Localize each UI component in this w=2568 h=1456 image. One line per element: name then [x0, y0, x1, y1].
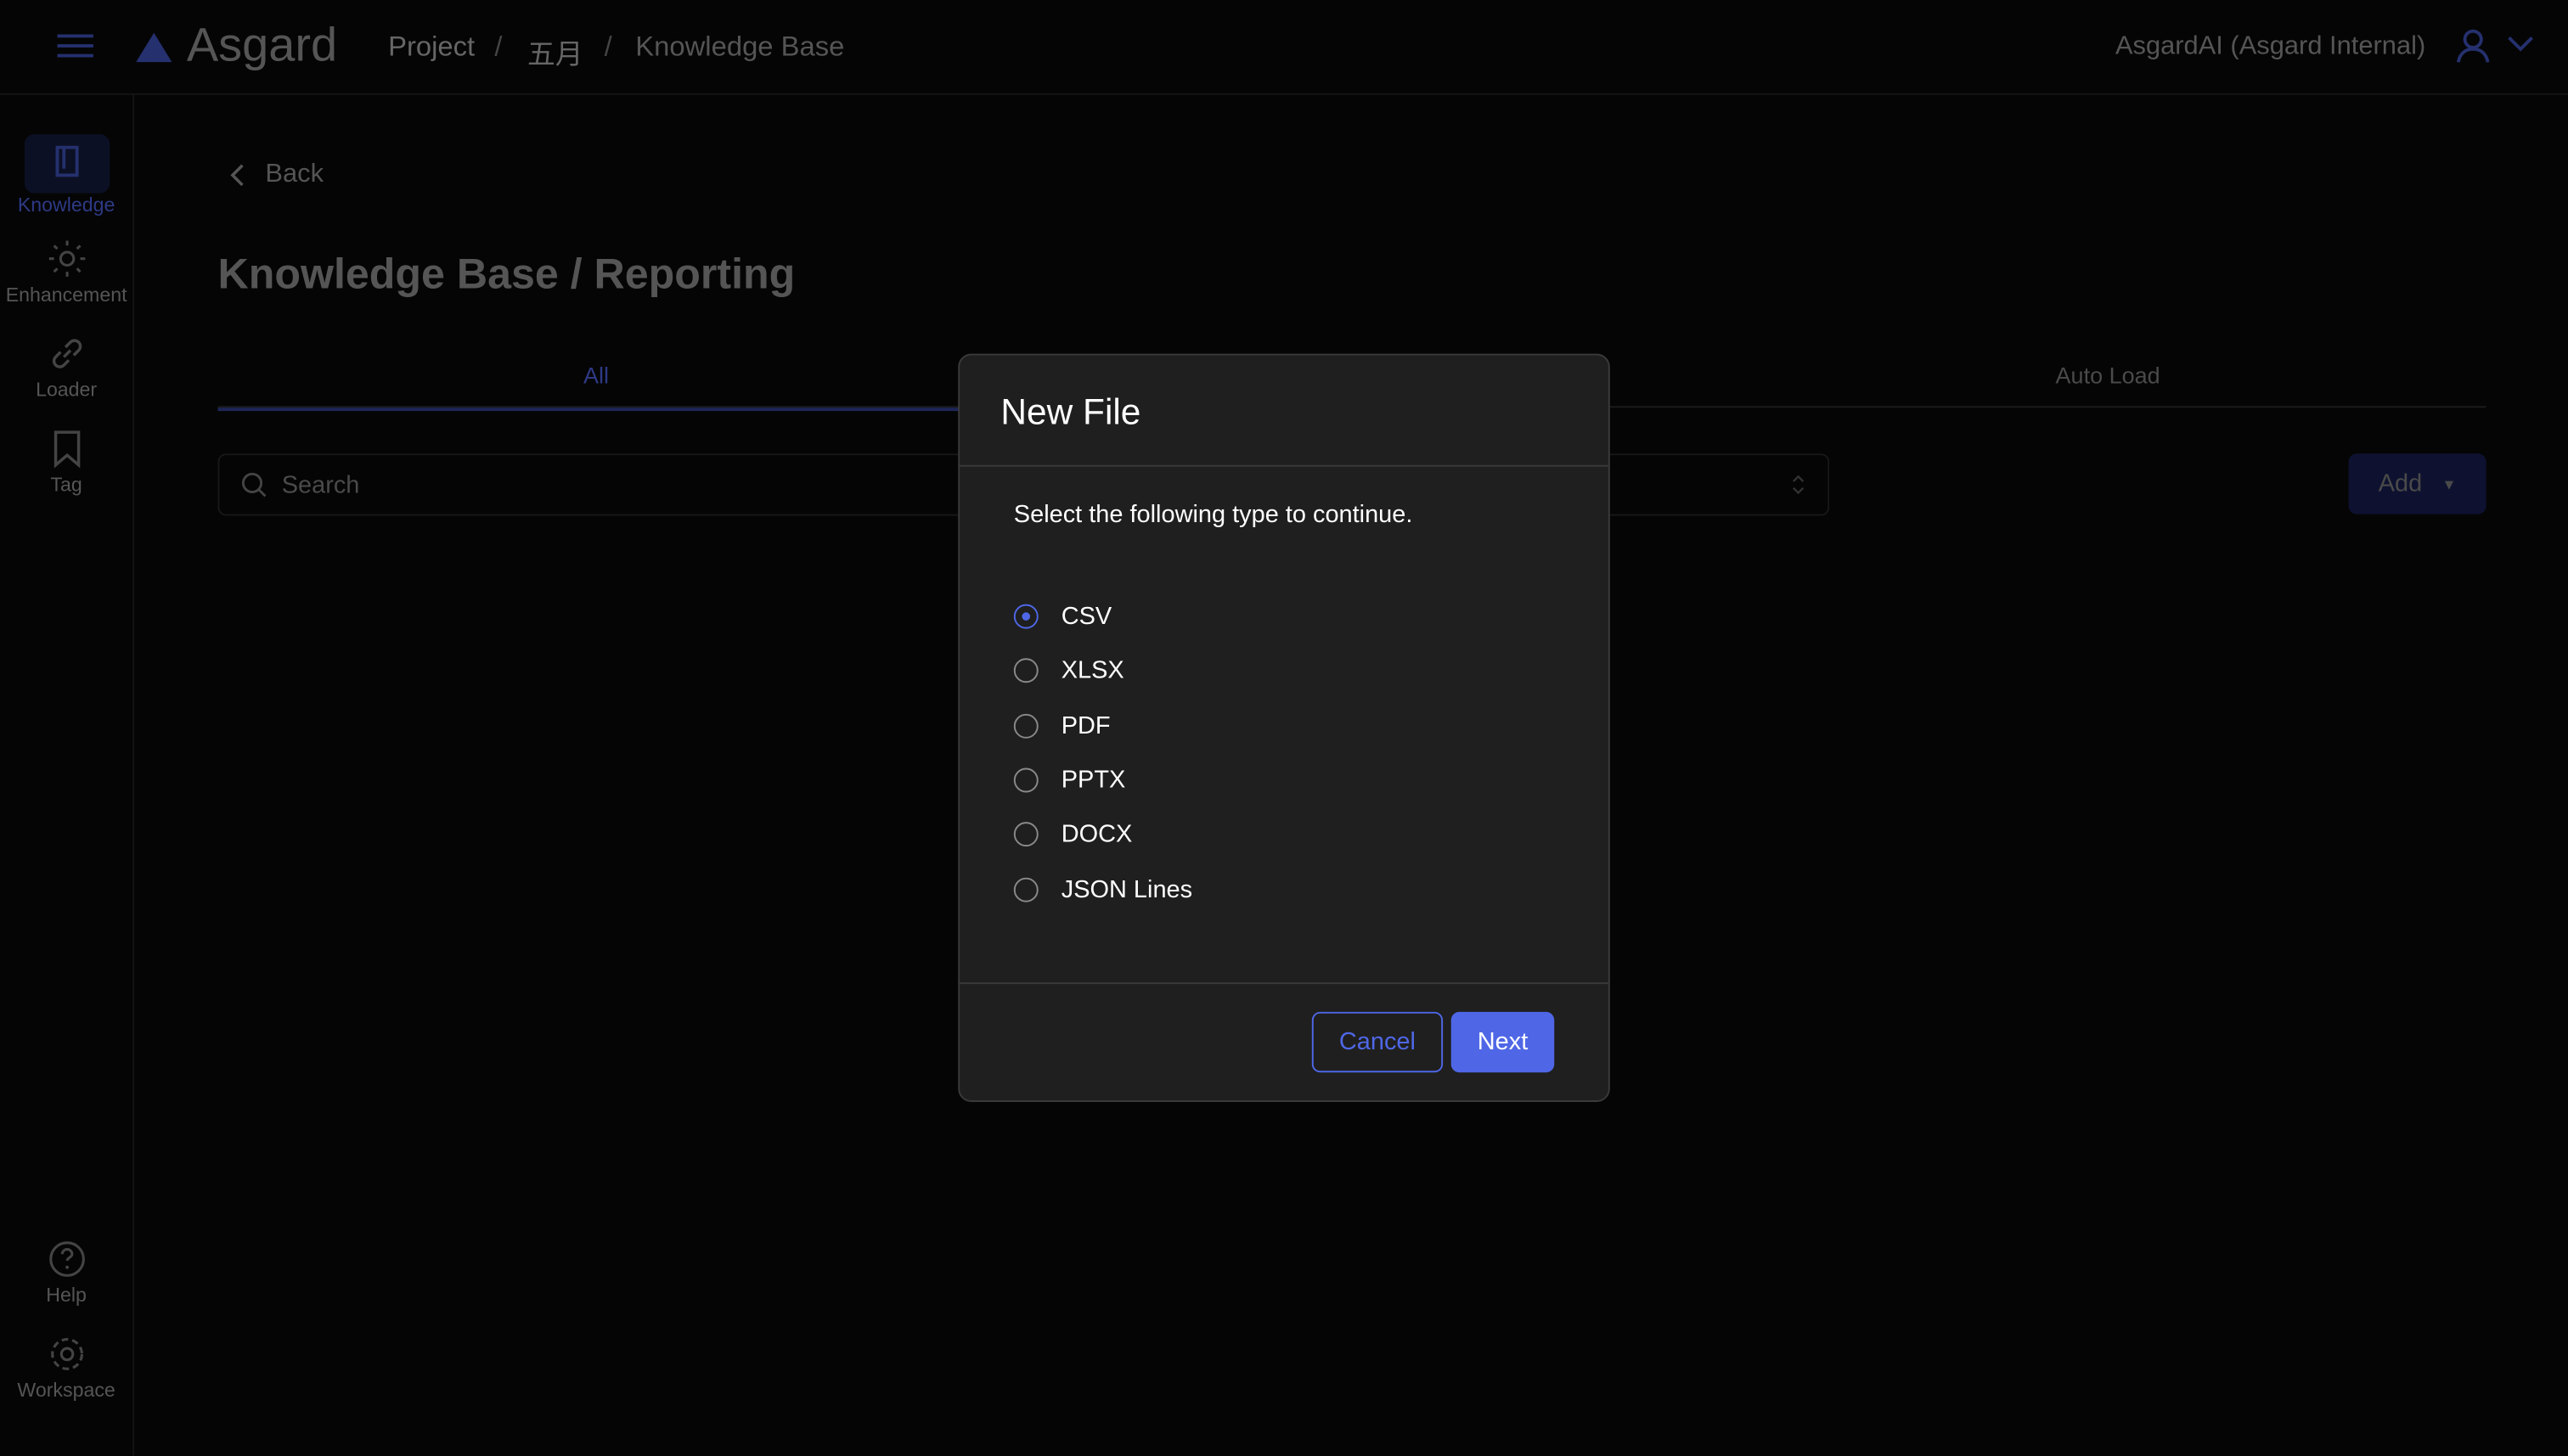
radio-label: JSON Lines: [1061, 874, 1193, 903]
breadcrumb-separator: /: [604, 31, 612, 63]
radio-label: PPTX: [1061, 766, 1126, 795]
user-icon[interactable]: [2455, 28, 2491, 64]
top-bar: Asgard Project / 五月 / Knowledge Base Asg…: [0, 0, 2568, 95]
sidebar-item-tag[interactable]: Tag: [0, 429, 132, 496]
radio-button[interactable]: [1013, 822, 1039, 847]
add-label: Add: [2378, 469, 2423, 498]
radio-button[interactable]: [1013, 876, 1039, 902]
sidebar-item-label: Knowledge: [17, 193, 115, 216]
sort-chevrons-icon: [1792, 475, 1805, 495]
search-placeholder: Search: [281, 470, 360, 499]
tab-all[interactable]: All: [217, 349, 975, 412]
sidebar-item-label: Workspace: [17, 1378, 115, 1402]
radio-button[interactable]: [1013, 767, 1039, 793]
search-icon: [241, 472, 267, 498]
sidebar-item-help[interactable]: Help: [0, 1240, 132, 1307]
caret-down-icon: ▼: [2441, 475, 2457, 492]
breadcrumb-separator: /: [494, 31, 503, 63]
sidebar-item-enhancement[interactable]: Enhancement: [0, 239, 132, 306]
cancel-button[interactable]: Cancel: [1311, 1011, 1444, 1073]
radio-option-csv[interactable]: CSV: [1013, 602, 1112, 631]
brand-name[interactable]: Asgard: [186, 20, 338, 72]
new-file-dialog: New File Select the following type to co…: [958, 353, 1610, 1102]
radio-button[interactable]: [1013, 658, 1039, 683]
breadcrumb-workspace[interactable]: 五月: [527, 39, 583, 70]
page-title: Knowledge Base / Reporting: [217, 249, 796, 299]
tab-auto-load[interactable]: Auto Load: [2055, 362, 2160, 389]
chevron-left-icon: [230, 164, 244, 187]
radio-button[interactable]: [1013, 604, 1039, 629]
divider: [960, 982, 1608, 985]
search-input[interactable]: Search: [217, 453, 959, 516]
sidebar-item-loader[interactable]: Loader: [0, 334, 132, 402]
sidebar-item-label: Help: [46, 1284, 87, 1307]
chevron-down-icon[interactable]: [2508, 36, 2534, 52]
sidebar-item-label: Loader: [36, 378, 98, 402]
sidebar-item-workspace[interactable]: Workspace: [0, 1335, 132, 1402]
bookmark-icon: [53, 430, 80, 469]
radio-label: PDF: [1061, 711, 1111, 739]
logo-icon: [136, 32, 172, 63]
breadcrumb-current: Knowledge Base: [635, 31, 845, 63]
sidebar: Knowledge Enhancement Loader Tag Help Wo…: [0, 94, 135, 1456]
radio-label: CSV: [1061, 602, 1112, 631]
radio-label: XLSX: [1061, 656, 1124, 685]
sidebar-item-knowledge[interactable]: Knowledge: [0, 134, 132, 216]
radio-label: DOCX: [1061, 820, 1133, 849]
next-button[interactable]: Next: [1450, 1011, 1555, 1073]
book-icon: [54, 144, 78, 177]
divider: [960, 464, 1608, 467]
add-button[interactable]: Add ▼: [2348, 453, 2486, 514]
radio-option-json-lines[interactable]: JSON Lines: [1013, 874, 1193, 903]
back-link[interactable]: Back: [226, 160, 324, 190]
radio-button[interactable]: [1013, 713, 1039, 739]
filter-select[interactable]: [1608, 453, 1830, 516]
dialog-prompt: Select the following type to continue.: [1013, 501, 1413, 529]
sun-icon: [48, 240, 85, 277]
radio-option-xlsx[interactable]: XLSX: [1013, 656, 1124, 685]
dialog-title: New File: [1000, 391, 1141, 433]
menu-icon[interactable]: [57, 33, 93, 59]
sidebar-item-label: Tag: [50, 473, 82, 497]
back-label: Back: [265, 160, 324, 188]
radio-option-pdf[interactable]: PDF: [1013, 711, 1111, 739]
sidebar-item-label: Enhancement: [5, 283, 127, 306]
help-icon: [48, 1241, 84, 1277]
account-name[interactable]: AsgardAI (Asgard Internal): [2115, 32, 2426, 61]
breadcrumb-project[interactable]: Project: [388, 31, 476, 63]
gear-icon: [50, 1338, 83, 1370]
link-icon: [51, 339, 82, 368]
radio-option-pptx[interactable]: PPTX: [1013, 766, 1126, 795]
radio-option-docx[interactable]: DOCX: [1013, 820, 1133, 849]
